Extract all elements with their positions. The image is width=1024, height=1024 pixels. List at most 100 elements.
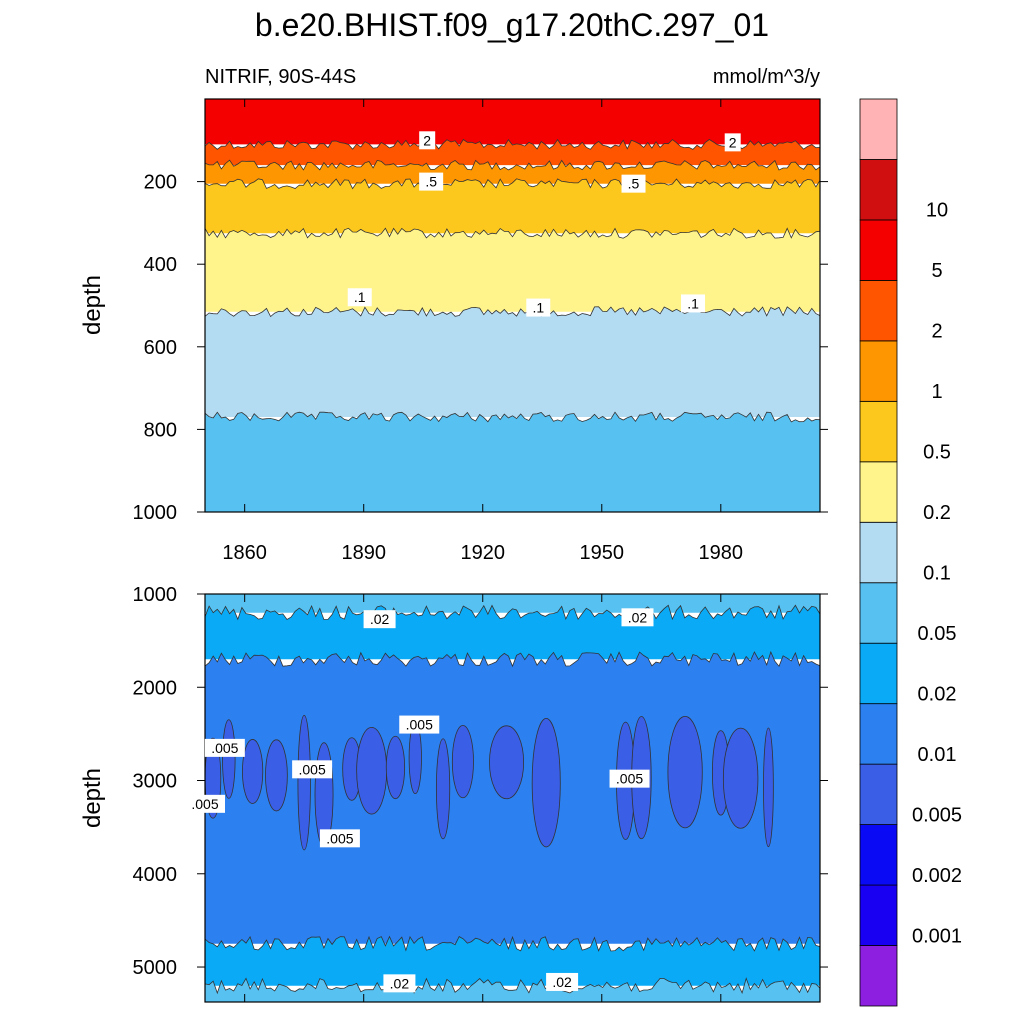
svg-text:.1: .1 xyxy=(687,295,699,311)
contour-blob-0.002-0.005 xyxy=(489,725,525,800)
contour-band-0.05-0.1 xyxy=(205,306,820,417)
x-tick-label: 1920 xyxy=(460,542,505,564)
colorbar-label: 0.05 xyxy=(918,623,957,645)
y-tick-label: 2000 xyxy=(133,677,178,699)
colorbar-swatch xyxy=(859,521,898,584)
y-tick-label: 400 xyxy=(144,254,177,276)
colorbar-label: 10 xyxy=(926,200,948,222)
svg-text:.005: .005 xyxy=(211,740,238,756)
colorbar-label: 0.5 xyxy=(923,442,951,464)
colorbar-label: 0.001 xyxy=(912,925,962,947)
contour-blob-0.002-0.005 xyxy=(297,714,311,851)
y-tick-label: 200 xyxy=(144,172,177,194)
colorbar-swatch xyxy=(859,582,898,644)
contour-label: .02 xyxy=(383,974,416,993)
colorbar-swatch xyxy=(859,219,898,281)
left-subtitle: NITRIF, 90S-44S xyxy=(205,66,356,88)
contour-line xyxy=(204,138,821,150)
contour-blob-0.002-0.005 xyxy=(763,727,774,848)
colorbar-label: 0.002 xyxy=(912,865,962,887)
svg-text:.005: .005 xyxy=(191,796,218,812)
contour-label: .1 xyxy=(526,298,551,317)
contour-label: .005 xyxy=(292,760,333,779)
contour-label: 2 xyxy=(724,133,741,152)
colorbar-swatch xyxy=(859,279,898,342)
svg-text:.02: .02 xyxy=(370,611,390,627)
svg-text:2: 2 xyxy=(423,132,431,148)
x-tick-label: 1860 xyxy=(222,542,267,564)
contour-blob-0.002-0.005 xyxy=(356,726,388,815)
contour-blob-0.002-0.005 xyxy=(435,738,451,840)
plot-frame xyxy=(204,98,821,513)
svg-text:.5: .5 xyxy=(628,176,640,192)
contour-blob-0.002-0.005 xyxy=(385,735,406,800)
colorbar-swatch xyxy=(859,642,898,705)
contour-band-0.01-0.02 xyxy=(205,936,820,986)
upper-contour-panel: 1860 1890 1920 1950 1980 200 400 600 800 1000 2 2 .5… xyxy=(133,98,828,564)
contour-band-0.5-1 xyxy=(205,160,820,184)
contour-line xyxy=(204,935,821,952)
colorbar-label: 0.2 xyxy=(923,502,951,524)
y-tick-label: 5000 xyxy=(133,957,178,979)
colorbar-swatch xyxy=(859,945,898,1007)
colorbar-swatch xyxy=(859,884,898,946)
colorbar-swatch xyxy=(859,461,898,523)
upper-depth-axis-label: depth xyxy=(79,275,106,335)
contour-band-0.02-0.05 xyxy=(205,412,820,512)
svg-text:.005: .005 xyxy=(326,830,353,846)
x-tick-label: 1980 xyxy=(699,542,744,564)
colorbar-label: 1 xyxy=(931,381,942,403)
contour-band-0.2-0.5 xyxy=(205,178,820,234)
colorbar-swatch xyxy=(859,340,898,402)
colorbar-label: 2 xyxy=(931,321,942,343)
svg-text:.02: .02 xyxy=(628,609,648,625)
svg-text:.005: .005 xyxy=(406,717,433,733)
contour-line xyxy=(204,411,821,423)
contour-line xyxy=(204,159,821,171)
colorbar-swatch xyxy=(859,98,898,160)
lower-depth-axis-label: depth xyxy=(79,768,106,828)
svg-text:.1: .1 xyxy=(354,289,366,305)
colorbar-swatch xyxy=(859,824,898,886)
contour-label: .005 xyxy=(185,794,225,813)
lower-contour-panel: 1000 2000 3000 4000 5000 .02 .02 .005 .005 .005 .0… xyxy=(133,584,828,1003)
contour-label: .005 xyxy=(204,738,245,757)
contour-blob-0.002-0.005 xyxy=(222,719,236,799)
contour-band-0.005-0.01 xyxy=(205,652,820,944)
contour-blob-0.002-0.005 xyxy=(531,717,561,848)
svg-text:.02: .02 xyxy=(552,974,572,990)
y-tick-label: 600 xyxy=(144,337,177,359)
colorbar-swatch xyxy=(859,159,898,221)
y-tick-label: 3000 xyxy=(133,771,178,793)
x-tick-label: 1890 xyxy=(341,542,386,564)
contour-band-0.02-0.05 xyxy=(205,978,820,1002)
contour-line xyxy=(204,604,821,621)
contour-label: .02 xyxy=(546,972,579,991)
contour-label: .5 xyxy=(419,172,444,191)
contour-line xyxy=(204,227,821,239)
svg-text:.5: .5 xyxy=(425,174,437,190)
svg-text:.005: .005 xyxy=(616,771,643,787)
contour-label: .1 xyxy=(681,294,706,313)
contour-blob-0.002-0.005 xyxy=(451,725,474,799)
figure-title: b.e20.BHIST.f09_g17.20thC.297_01 xyxy=(255,7,769,43)
svg-text:.005: .005 xyxy=(299,761,326,777)
y-tick-label: 1000 xyxy=(133,502,178,524)
colorbar-swatch xyxy=(859,400,898,463)
colorbar-label: 0.1 xyxy=(923,563,951,585)
contour-line xyxy=(204,178,821,190)
colorbar-swatch xyxy=(859,703,898,765)
colorbar-legend: 0.001 0.002 0.005 0.01 0.02 0.05 0.1 0.2 0.5 1 2 5 1… xyxy=(859,98,962,1007)
contour-label: .02 xyxy=(621,608,654,627)
contour-blob-0.002-0.005 xyxy=(667,715,703,829)
contour-line xyxy=(204,306,821,318)
contour-label: .02 xyxy=(363,610,396,629)
contour-blob-0.002-0.005 xyxy=(722,727,759,829)
svg-text:.1: .1 xyxy=(532,300,544,316)
svg-text:2: 2 xyxy=(729,134,737,150)
x-tick-label: 1950 xyxy=(580,542,625,564)
contour-label: .005 xyxy=(399,715,440,734)
contour-band-0.1-0.2 xyxy=(205,228,820,312)
y-tick-label: 1000 xyxy=(133,584,178,606)
